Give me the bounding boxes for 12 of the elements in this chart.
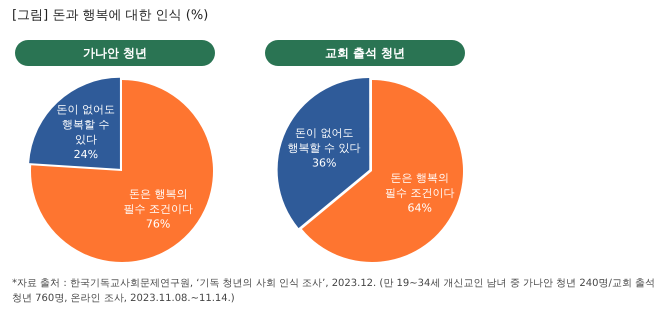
data-label: 24%: [74, 148, 98, 161]
chart-subtitle: 교회 출석 청년: [265, 40, 465, 66]
slice-label: 돈이 없어도 행복할 수 있다: [56, 102, 116, 146]
text: *자료 출처 : 한국기독교사회문제연구원, ‘기독 청년의 사회 인식 조사’, 2023.12. (만 19~34세 개신교인 남녀 중 가나안 청년 240명/교회 출석 청년 760명, 온라인 조사, 2023.11.08.~11.14.): [12, 277, 656, 306]
chart-title: [그림] 돈과 행복에 대한 인식 (%): [12, 7, 208, 24]
data-label: 64%: [408, 201, 432, 214]
chart-subtitle: 가나안 청년: [15, 40, 215, 66]
slice-label: 돈은 행복의 필수 조건이다: [385, 171, 455, 200]
slice-label: 돈이 없어도 행복할 수 있다: [288, 126, 361, 154]
data-label: 76%: [146, 217, 170, 230]
data-label: 36%: [312, 156, 336, 170]
slice-label: 돈은 행복의 필수 조건이다: [123, 187, 193, 216]
